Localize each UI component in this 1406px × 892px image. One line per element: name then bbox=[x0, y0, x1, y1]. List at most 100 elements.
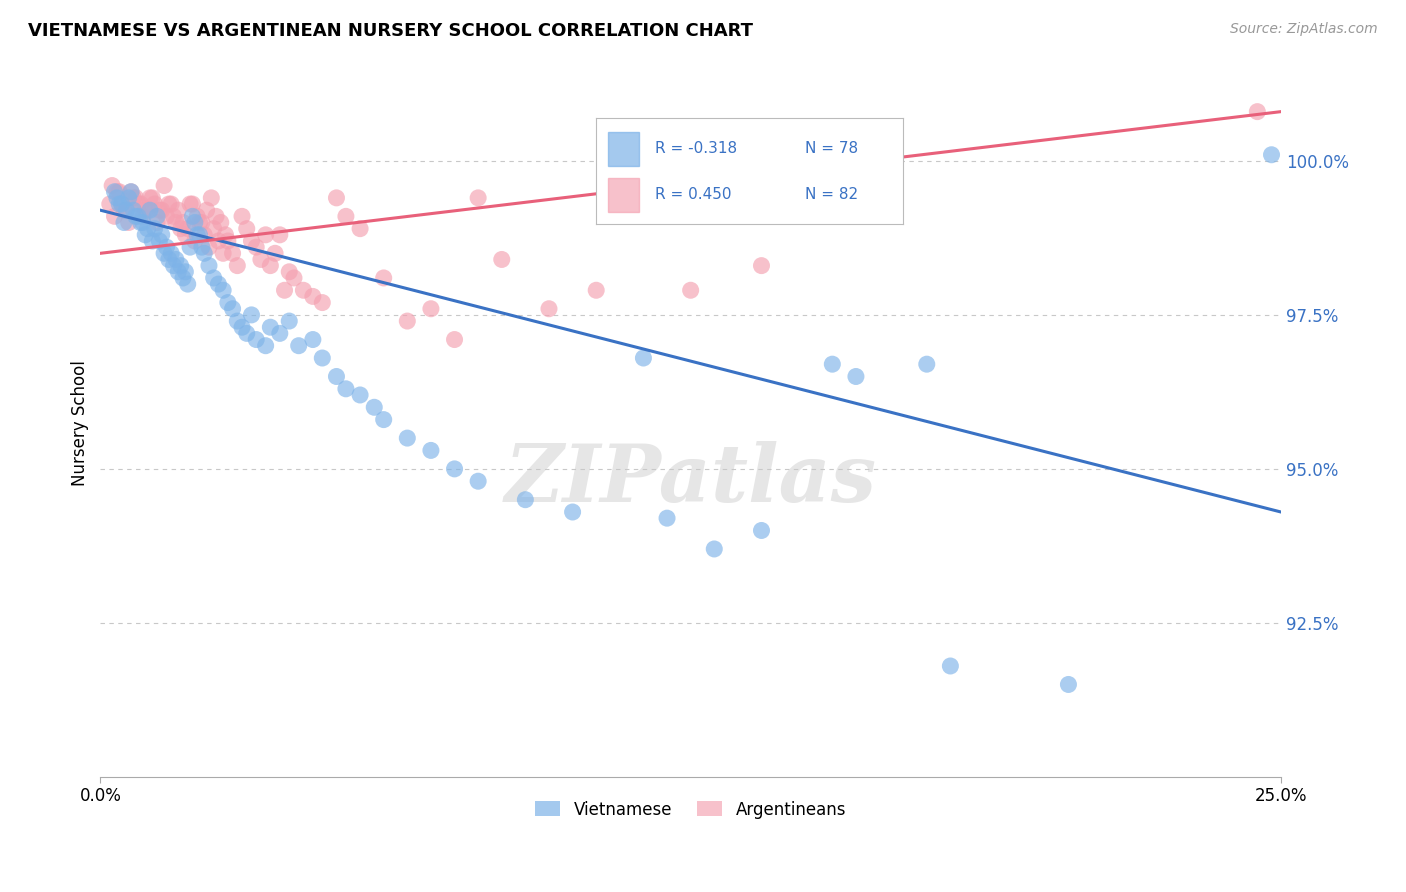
Argentineans bbox=[160, 197, 183, 211]
Vietnamese bbox=[120, 185, 142, 199]
Argentineans bbox=[125, 191, 148, 205]
Argentineans bbox=[155, 210, 177, 224]
Argentineans bbox=[1246, 104, 1268, 119]
Vietnamese bbox=[633, 351, 655, 365]
Argentineans bbox=[349, 221, 371, 235]
Argentineans bbox=[207, 234, 229, 248]
Vietnamese bbox=[821, 357, 844, 371]
Argentineans bbox=[217, 234, 239, 248]
Vietnamese bbox=[148, 234, 170, 248]
Argentineans bbox=[264, 246, 287, 260]
Argentineans bbox=[254, 227, 277, 242]
Legend: Vietnamese, Argentineans: Vietnamese, Argentineans bbox=[529, 794, 852, 825]
Argentineans bbox=[278, 265, 301, 279]
Vietnamese bbox=[373, 412, 395, 426]
Vietnamese bbox=[143, 221, 166, 235]
Vietnamese bbox=[325, 369, 347, 384]
Argentineans bbox=[174, 227, 197, 242]
Argentineans bbox=[193, 227, 215, 242]
Argentineans bbox=[191, 215, 214, 229]
Vietnamese bbox=[396, 431, 419, 445]
Vietnamese bbox=[174, 265, 197, 279]
Vietnamese bbox=[181, 210, 204, 224]
Argentineans bbox=[231, 210, 253, 224]
Vietnamese bbox=[240, 308, 263, 322]
Vietnamese bbox=[112, 215, 135, 229]
Text: VIETNAMESE VS ARGENTINEAN NURSERY SCHOOL CORRELATION CHART: VIETNAMESE VS ARGENTINEAN NURSERY SCHOOL… bbox=[28, 22, 754, 40]
Vietnamese bbox=[165, 252, 187, 267]
Vietnamese bbox=[105, 191, 128, 205]
Argentineans bbox=[165, 215, 187, 229]
Vietnamese bbox=[235, 326, 257, 341]
Vietnamese bbox=[515, 492, 537, 507]
Vietnamese bbox=[221, 301, 243, 316]
Argentineans bbox=[120, 185, 142, 199]
Argentineans bbox=[184, 234, 207, 248]
Argentineans bbox=[259, 259, 281, 273]
Argentineans bbox=[491, 252, 513, 267]
Argentineans bbox=[167, 203, 190, 218]
Vietnamese bbox=[1057, 677, 1080, 691]
Argentineans bbox=[169, 221, 191, 235]
Argentineans bbox=[141, 191, 163, 205]
Vietnamese bbox=[162, 259, 184, 273]
Vietnamese bbox=[103, 185, 125, 199]
Argentineans bbox=[679, 283, 702, 297]
Vietnamese bbox=[177, 277, 200, 292]
Vietnamese bbox=[467, 474, 489, 488]
Argentineans bbox=[172, 215, 194, 229]
Argentineans bbox=[302, 289, 325, 303]
Argentineans bbox=[214, 227, 236, 242]
Argentineans bbox=[162, 210, 184, 224]
Vietnamese bbox=[115, 203, 138, 218]
Vietnamese bbox=[191, 240, 214, 254]
Argentineans bbox=[250, 252, 273, 267]
Vietnamese bbox=[212, 283, 235, 297]
Vietnamese bbox=[259, 320, 281, 334]
Vietnamese bbox=[157, 252, 180, 267]
Vietnamese bbox=[110, 197, 132, 211]
Argentineans bbox=[292, 283, 315, 297]
Vietnamese bbox=[150, 227, 173, 242]
Vietnamese bbox=[254, 339, 277, 353]
Vietnamese bbox=[419, 443, 441, 458]
Argentineans bbox=[202, 221, 225, 235]
Argentineans bbox=[157, 197, 180, 211]
Vietnamese bbox=[125, 210, 148, 224]
Argentineans bbox=[205, 210, 228, 224]
Argentineans bbox=[186, 210, 208, 224]
Argentineans bbox=[311, 295, 333, 310]
Vietnamese bbox=[443, 462, 465, 476]
Vietnamese bbox=[146, 210, 169, 224]
Argentineans bbox=[221, 246, 243, 260]
Argentineans bbox=[103, 210, 125, 224]
Vietnamese bbox=[141, 234, 163, 248]
Argentineans bbox=[198, 240, 221, 254]
Vietnamese bbox=[915, 357, 938, 371]
Vietnamese bbox=[302, 333, 325, 347]
Argentineans bbox=[110, 197, 132, 211]
Argentineans bbox=[177, 221, 200, 235]
Vietnamese bbox=[269, 326, 291, 341]
Vietnamese bbox=[278, 314, 301, 328]
Vietnamese bbox=[311, 351, 333, 365]
Argentineans bbox=[209, 215, 232, 229]
Vietnamese bbox=[287, 339, 309, 353]
Argentineans bbox=[396, 314, 419, 328]
Argentineans bbox=[115, 203, 138, 218]
Vietnamese bbox=[155, 240, 177, 254]
Argentineans bbox=[101, 178, 124, 193]
Vietnamese bbox=[153, 246, 176, 260]
Text: ZIPatlas: ZIPatlas bbox=[505, 441, 877, 518]
Vietnamese bbox=[118, 191, 141, 205]
Vietnamese bbox=[349, 388, 371, 402]
Argentineans bbox=[153, 178, 176, 193]
Argentineans bbox=[181, 197, 204, 211]
Vietnamese bbox=[172, 271, 194, 285]
Argentineans bbox=[373, 271, 395, 285]
Argentineans bbox=[585, 283, 607, 297]
Argentineans bbox=[443, 333, 465, 347]
Argentineans bbox=[134, 203, 156, 218]
Vietnamese bbox=[939, 659, 962, 673]
Argentineans bbox=[325, 191, 347, 205]
